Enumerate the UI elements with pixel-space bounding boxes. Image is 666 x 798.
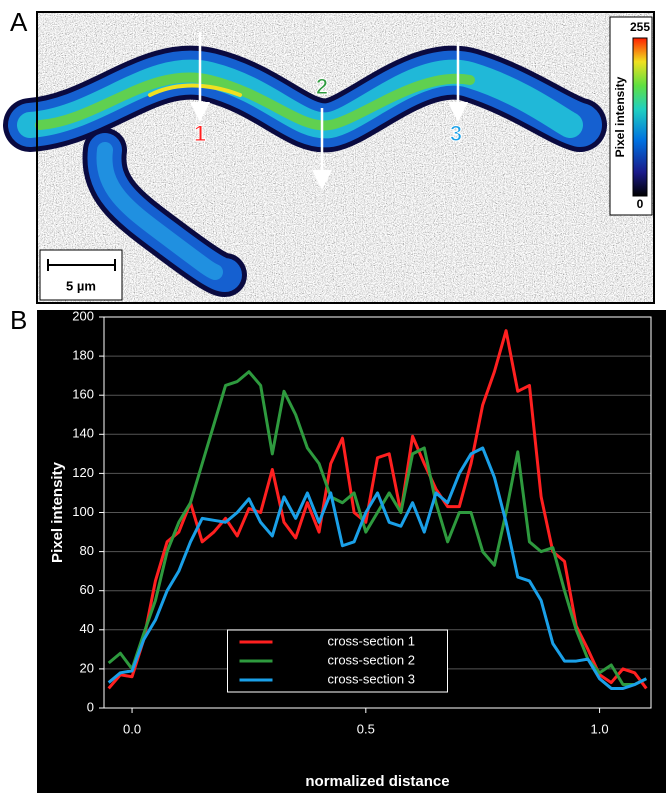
legend-label: cross-section 3 bbox=[328, 671, 415, 686]
figure: A 1 2 3 5 µm bbox=[0, 0, 666, 793]
panel-label: A bbox=[10, 7, 28, 37]
colorbar: 255 0 Pixel intensity bbox=[610, 17, 652, 215]
page: A 1 2 3 5 µm bbox=[0, 0, 666, 793]
y-tick-label: 140 bbox=[72, 426, 94, 441]
y-tick-label: 80 bbox=[80, 543, 94, 558]
y-tick-label: 160 bbox=[72, 387, 94, 402]
arrow-label: 2 bbox=[316, 74, 328, 99]
x-tick-label: 0.5 bbox=[357, 721, 375, 736]
y-tick-label: 200 bbox=[72, 308, 94, 323]
y-tick-label: 180 bbox=[72, 348, 94, 363]
arrow-label: 3 bbox=[450, 121, 462, 146]
x-tick-label: 1.0 bbox=[591, 721, 609, 736]
y-tick-label: 40 bbox=[80, 621, 94, 636]
y-tick-label: 100 bbox=[72, 504, 94, 519]
arrow-label: 1 bbox=[194, 121, 206, 146]
colorbar-title: Pixel intensity bbox=[613, 76, 627, 157]
colorbar-min: 0 bbox=[637, 197, 644, 211]
x-tick-label: 0.0 bbox=[123, 721, 141, 736]
y-tick-label: 0 bbox=[87, 699, 94, 714]
y-axis-title: Pixel intensity bbox=[49, 461, 66, 563]
scale-bar-label: 5 µm bbox=[66, 278, 96, 293]
legend-label: cross-section 1 bbox=[328, 633, 415, 648]
image-noise bbox=[37, 12, 654, 303]
colorbar-gradient bbox=[633, 38, 647, 196]
panel-label: B bbox=[10, 305, 27, 335]
y-tick-label: 60 bbox=[80, 582, 94, 597]
micrograph: 1 2 3 5 µm 255 0 Pixel intensity bbox=[30, 12, 654, 303]
colorbar-max: 255 bbox=[630, 20, 650, 34]
y-tick-label: 20 bbox=[80, 660, 94, 675]
scale-bar: 5 µm bbox=[40, 250, 122, 300]
legend-label: cross-section 2 bbox=[328, 652, 415, 667]
y-tick-label: 120 bbox=[72, 465, 94, 480]
x-axis-title: normalized distance bbox=[305, 773, 449, 790]
